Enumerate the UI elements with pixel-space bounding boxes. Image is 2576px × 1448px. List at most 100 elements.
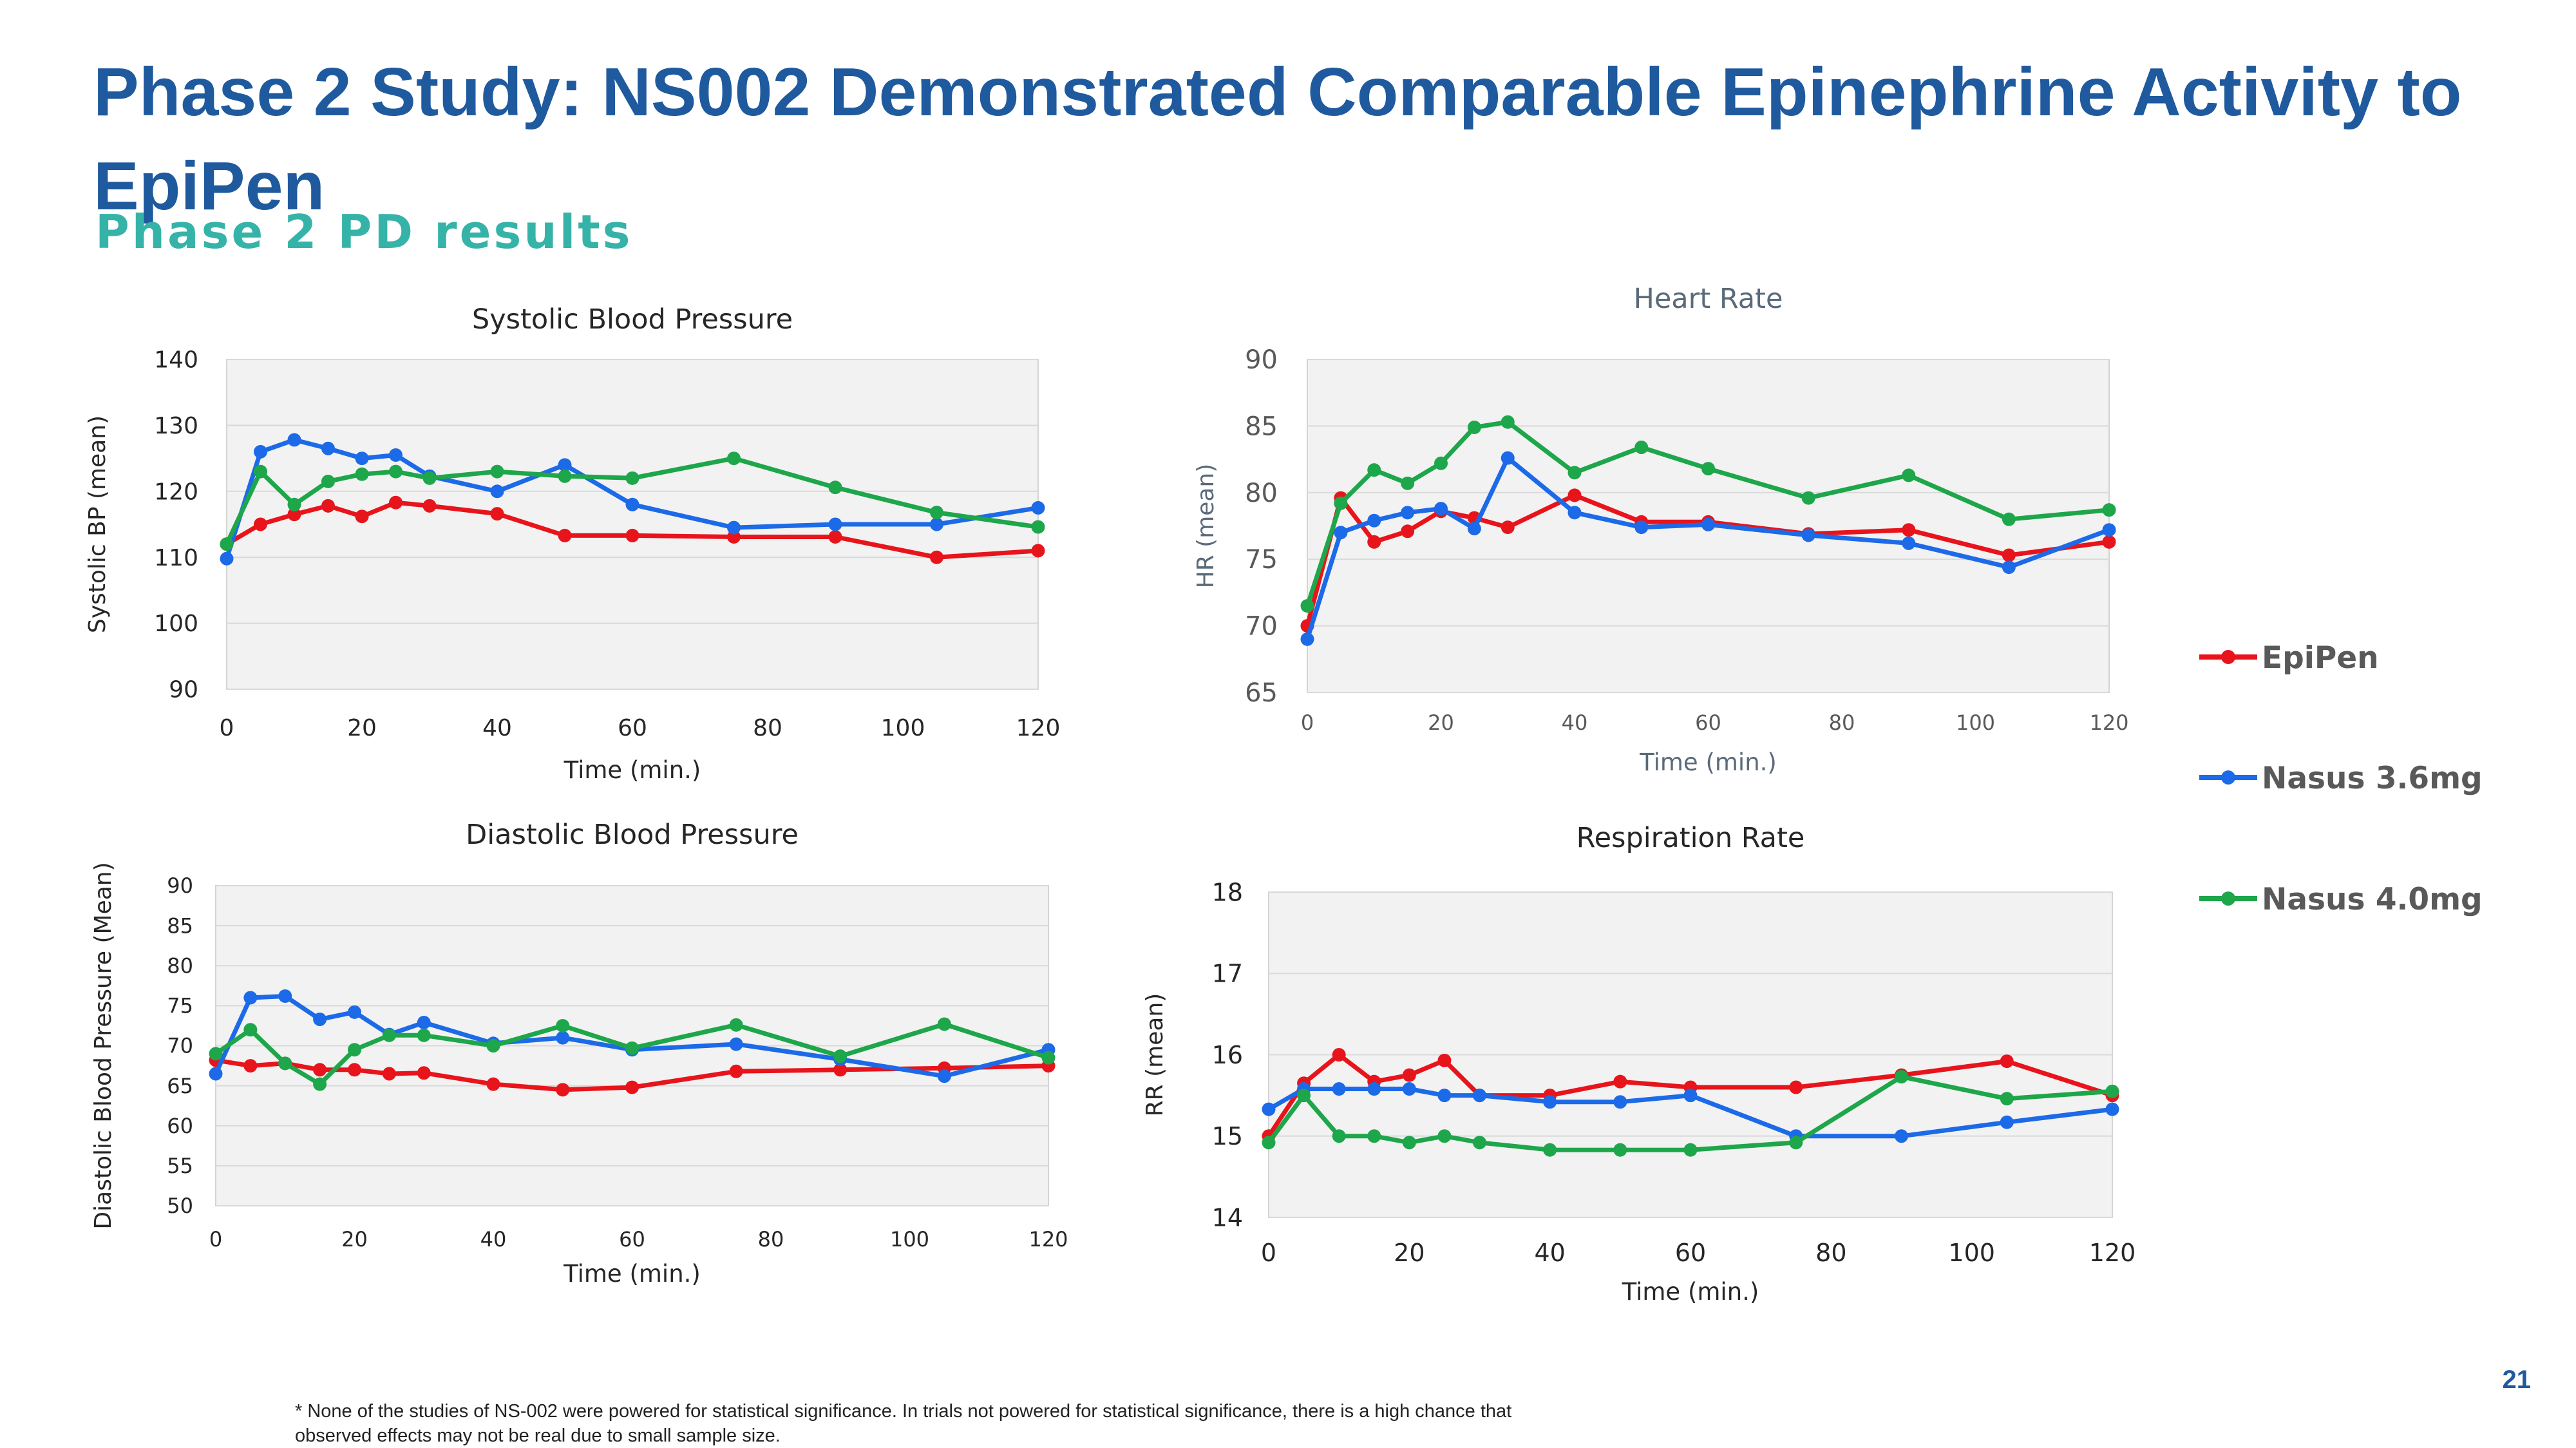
systolic-blood-pressure-x-tick-label: 100 (881, 715, 925, 741)
respiration-rate-title: Respiration Rate (1577, 822, 1805, 854)
systolic-blood-pressure-epipen-point (490, 507, 504, 521)
legend-marker-nasus-4-0mg (2221, 891, 2235, 906)
diastolic-blood-pressure-nasus-4-0mg-point (348, 1043, 361, 1057)
systolic-blood-pressure-nasus-3-6mg-point (558, 458, 572, 472)
systolic-blood-pressure-y-tick-label: 140 (154, 347, 198, 374)
diastolic-blood-pressure-epipen-point (486, 1077, 500, 1091)
diastolic-blood-pressure-x-axis-label: Time (min.) (563, 1260, 701, 1288)
systolic-blood-pressure-nasus-3-6mg-point (254, 444, 267, 459)
respiration-rate-nasus-3-6mg-point (1437, 1089, 1452, 1103)
footnote: * None of the studies of NS-002 were pow… (295, 1401, 1512, 1446)
respiration-rate-y-tick-label: 18 (1212, 878, 1243, 906)
diastolic-blood-pressure-nasus-3-6mg-point (937, 1069, 951, 1083)
heart-rate-epipen-point (1501, 520, 1515, 535)
heart-rate-nasus-3-6mg-point (1801, 528, 1815, 542)
heart-rate-nasus-4-0mg-point (2102, 503, 2116, 517)
diastolic-blood-pressure-epipen-point (729, 1064, 743, 1078)
systolic-blood-pressure-nasus-4-0mg-point (625, 471, 639, 485)
respiration-rate-nasus-4-0mg-point (1613, 1143, 1627, 1157)
heart-rate-nasus-3-6mg-point (2102, 523, 2116, 537)
respiration-rate-y-tick-label: 17 (1212, 960, 1243, 988)
heart-rate-nasus-3-6mg-point (1567, 506, 1582, 520)
respiration-rate-y-tick-label: 16 (1212, 1041, 1243, 1069)
legend-item-epipen: EpiPen (2199, 640, 2379, 676)
respiration-rate-nasus-4-0mg-point (2000, 1092, 2014, 1106)
respiration-rate-x-tick-label: 120 (2089, 1239, 2136, 1267)
systolic-blood-pressure-nasus-3-6mg-point (321, 441, 335, 455)
diastolic-blood-pressure-nasus-3-6mg-line (213, 994, 1049, 1079)
systolic-blood-pressure-chart: 90 100 110 120 130 140 0 20 40 60 80 100 120 Systolic… (84, 303, 1060, 784)
respiration-rate-nasus-3-6mg-point (1332, 1082, 1346, 1096)
heart-rate-nasus-3-6mg-point (1467, 522, 1481, 536)
systolic-blood-pressure-nasus-4-0mg-point (727, 452, 741, 466)
heart-rate-nasus-3-6mg-point (1367, 513, 1381, 528)
respiration-rate-nasus-3-6mg-point (1262, 1102, 1276, 1116)
respiration-rate-x-tick-label: 0 (1261, 1239, 1276, 1267)
respiration-rate-x-tick-label: 60 (1675, 1239, 1706, 1267)
systolic-blood-pressure-y-tick-label: 90 (169, 677, 198, 703)
heart-rate-x-tick-label: 100 (1956, 710, 1995, 735)
systolic-blood-pressure-nasus-4-0mg-point (220, 537, 234, 551)
heart-rate-nasus-4-0mg-point (1567, 466, 1582, 480)
diastolic-blood-pressure-nasus-4-0mg-point (625, 1041, 639, 1055)
systolic-blood-pressure-y-tick-label: 100 (154, 611, 198, 637)
diastolic-blood-pressure-x-tick-label: 100 (890, 1227, 929, 1252)
respiration-rate-epipen-point (1332, 1048, 1346, 1062)
diastolic-blood-pressure-nasus-4-0mg-point (1041, 1051, 1056, 1065)
heart-rate-nasus-3-6mg-point (1334, 526, 1348, 540)
heart-rate-y-tick-label: 75 (1245, 545, 1278, 575)
diastolic-blood-pressure-y-tick-label: 65 (167, 1074, 193, 1098)
systolic-blood-pressure-y-tick-label: 110 (154, 545, 198, 571)
systolic-blood-pressure-nasus-4-0mg-point (422, 471, 437, 485)
heart-rate-nasus-4-0mg-point (1434, 456, 1448, 470)
respiration-rate-nasus-3-6mg-point (1473, 1089, 1486, 1103)
diastolic-blood-pressure-nasus-3-6mg-point (729, 1037, 743, 1051)
heart-rate-epipen-point (1401, 524, 1415, 538)
heart-rate-epipen-point (1567, 488, 1582, 502)
systolic-blood-pressure-x-tick-label: 60 (618, 715, 647, 741)
respiration-rate-nasus-4-0mg-point (1543, 1143, 1557, 1157)
systolic-blood-pressure-y-tick-label: 130 (154, 413, 198, 439)
legend-marker-epipen (2221, 650, 2235, 664)
heart-rate-nasus-3-6mg-point (1401, 506, 1415, 520)
systolic-blood-pressure-epipen-point (389, 495, 402, 510)
diastolic-blood-pressure-nasus-4-0mg-point (382, 1028, 396, 1042)
systolic-blood-pressure-nasus-3-6mg-point (220, 551, 234, 566)
diastolic-blood-pressure-y-tick-label: 50 (167, 1194, 193, 1218)
respiration-rate-x-tick-label: 20 (1394, 1239, 1425, 1267)
heart-rate-title: Heart Rate (1634, 283, 1783, 315)
heart-rate-epipen-point (2102, 535, 2116, 549)
respiration-rate-nasus-3-6mg-point (1367, 1082, 1381, 1096)
systolic-blood-pressure-y-axis-label: Systolic BP (mean) (84, 415, 111, 633)
systolic-blood-pressure-x-tick-label: 80 (753, 715, 782, 741)
systolic-blood-pressure-nasus-3-6mg-point (625, 497, 639, 511)
systolic-blood-pressure-epipen-point (321, 499, 335, 513)
systolic-blood-pressure-epipen-point (355, 510, 369, 524)
heart-rate-nasus-3-6mg-point (1701, 517, 1715, 531)
respiration-rate-y-axis-label: RR (mean) (1142, 993, 1168, 1117)
heart-rate-x-tick-label: 80 (1829, 710, 1855, 735)
respiration-rate-nasus-4-0mg-point (1895, 1070, 1908, 1084)
heart-rate-nasus-4-0mg-point (1801, 491, 1815, 505)
heart-rate-epipen-point (1902, 523, 1916, 537)
respiration-rate-nasus-4-0mg-point (1262, 1136, 1276, 1150)
respiration-rate-nasus-4-0mg-point (1297, 1089, 1311, 1103)
diastolic-blood-pressure-nasus-4-0mg-point (556, 1018, 570, 1033)
heart-rate-x-tick-label: 40 (1562, 710, 1588, 735)
diastolic-blood-pressure-chart: 50 55 60 65 70 75 80 85 90 0 20 40 60 80 100 120 Diastol… (90, 819, 1068, 1288)
legend-item-nasus-3-6mg: Nasus 3.6mg (2199, 761, 2483, 796)
heart-rate-nasus-3-6mg-point (2002, 560, 2016, 575)
heart-rate-y-tick-label: 70 (1245, 612, 1278, 642)
respiration-rate-nasus-4-0mg-point (1473, 1136, 1486, 1150)
systolic-blood-pressure-nasus-4-0mg-point (930, 506, 943, 520)
legend-label-nasus-4-0mg: Nasus 4.0mg (2262, 882, 2483, 917)
heart-rate-epipen-point (1367, 535, 1381, 549)
heart-rate-epipen-point (2002, 548, 2016, 562)
systolic-blood-pressure-nasus-4-0mg-point (828, 481, 842, 495)
respiration-rate-epipen-point (1613, 1074, 1627, 1089)
diastolic-blood-pressure-x-tick-label: 0 (209, 1227, 222, 1252)
heart-rate-nasus-3-6mg-point (1634, 520, 1649, 535)
heart-rate-nasus-4-0mg-point (1902, 468, 1916, 482)
systolic-blood-pressure-nasus-4-0mg-point (355, 467, 369, 481)
respiration-rate-nasus-4-0mg-point (1789, 1136, 1803, 1150)
